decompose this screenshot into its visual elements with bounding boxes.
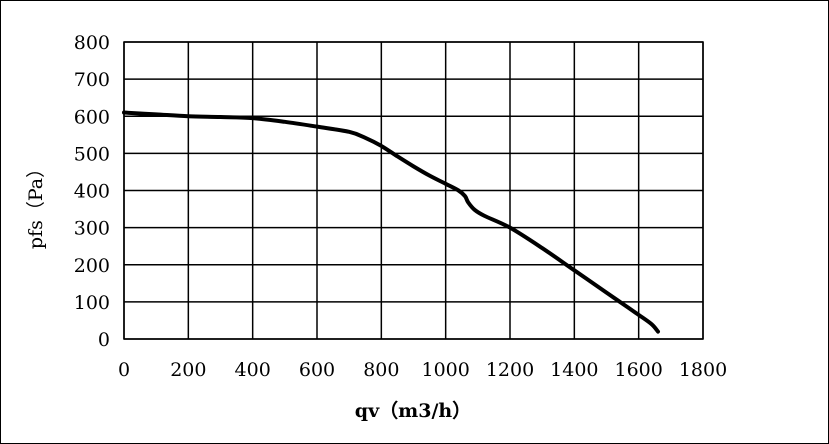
x-axis-label: qv（m3/h）: [355, 399, 471, 422]
x-tick-label: 1600: [614, 359, 662, 381]
plot-border: [123, 41, 704, 340]
y-tick-labels: 0 100 200 300 400 500 600 700 800: [74, 32, 110, 351]
x-tick-label: 200: [170, 359, 206, 381]
y-tick-label: 700: [74, 69, 110, 91]
y-tick-label: 0: [98, 329, 110, 351]
x-tick-label: 1200: [486, 359, 534, 381]
y-tick-label: 500: [74, 143, 110, 165]
x-tick-label: 400: [235, 359, 271, 381]
y-tick-label: 800: [74, 32, 110, 54]
y-tick-label: 300: [74, 218, 110, 240]
x-tick-label: 1800: [679, 359, 727, 381]
y-tick-label: 200: [74, 255, 110, 277]
x-tick-label: 800: [363, 359, 399, 381]
x-tick-labels: 0 200 400 600 800 1000 1200 1400 1600 1800: [118, 359, 727, 381]
y-tick-label: 100: [74, 292, 110, 314]
x-tick-label: 600: [299, 359, 335, 381]
grid-lines: [123, 41, 704, 340]
y-axis-label: pfs（Pa）: [25, 159, 47, 249]
y-tick-label: 600: [74, 106, 110, 128]
series-group: [122, 110, 660, 334]
plot-area: [123, 41, 704, 340]
x-tick-label: 1400: [550, 359, 598, 381]
x-tick-label: 1000: [421, 359, 469, 381]
series-line: [122, 110, 660, 334]
x-tick-label: 0: [118, 359, 130, 381]
y-tick-label: 400: [74, 181, 110, 203]
